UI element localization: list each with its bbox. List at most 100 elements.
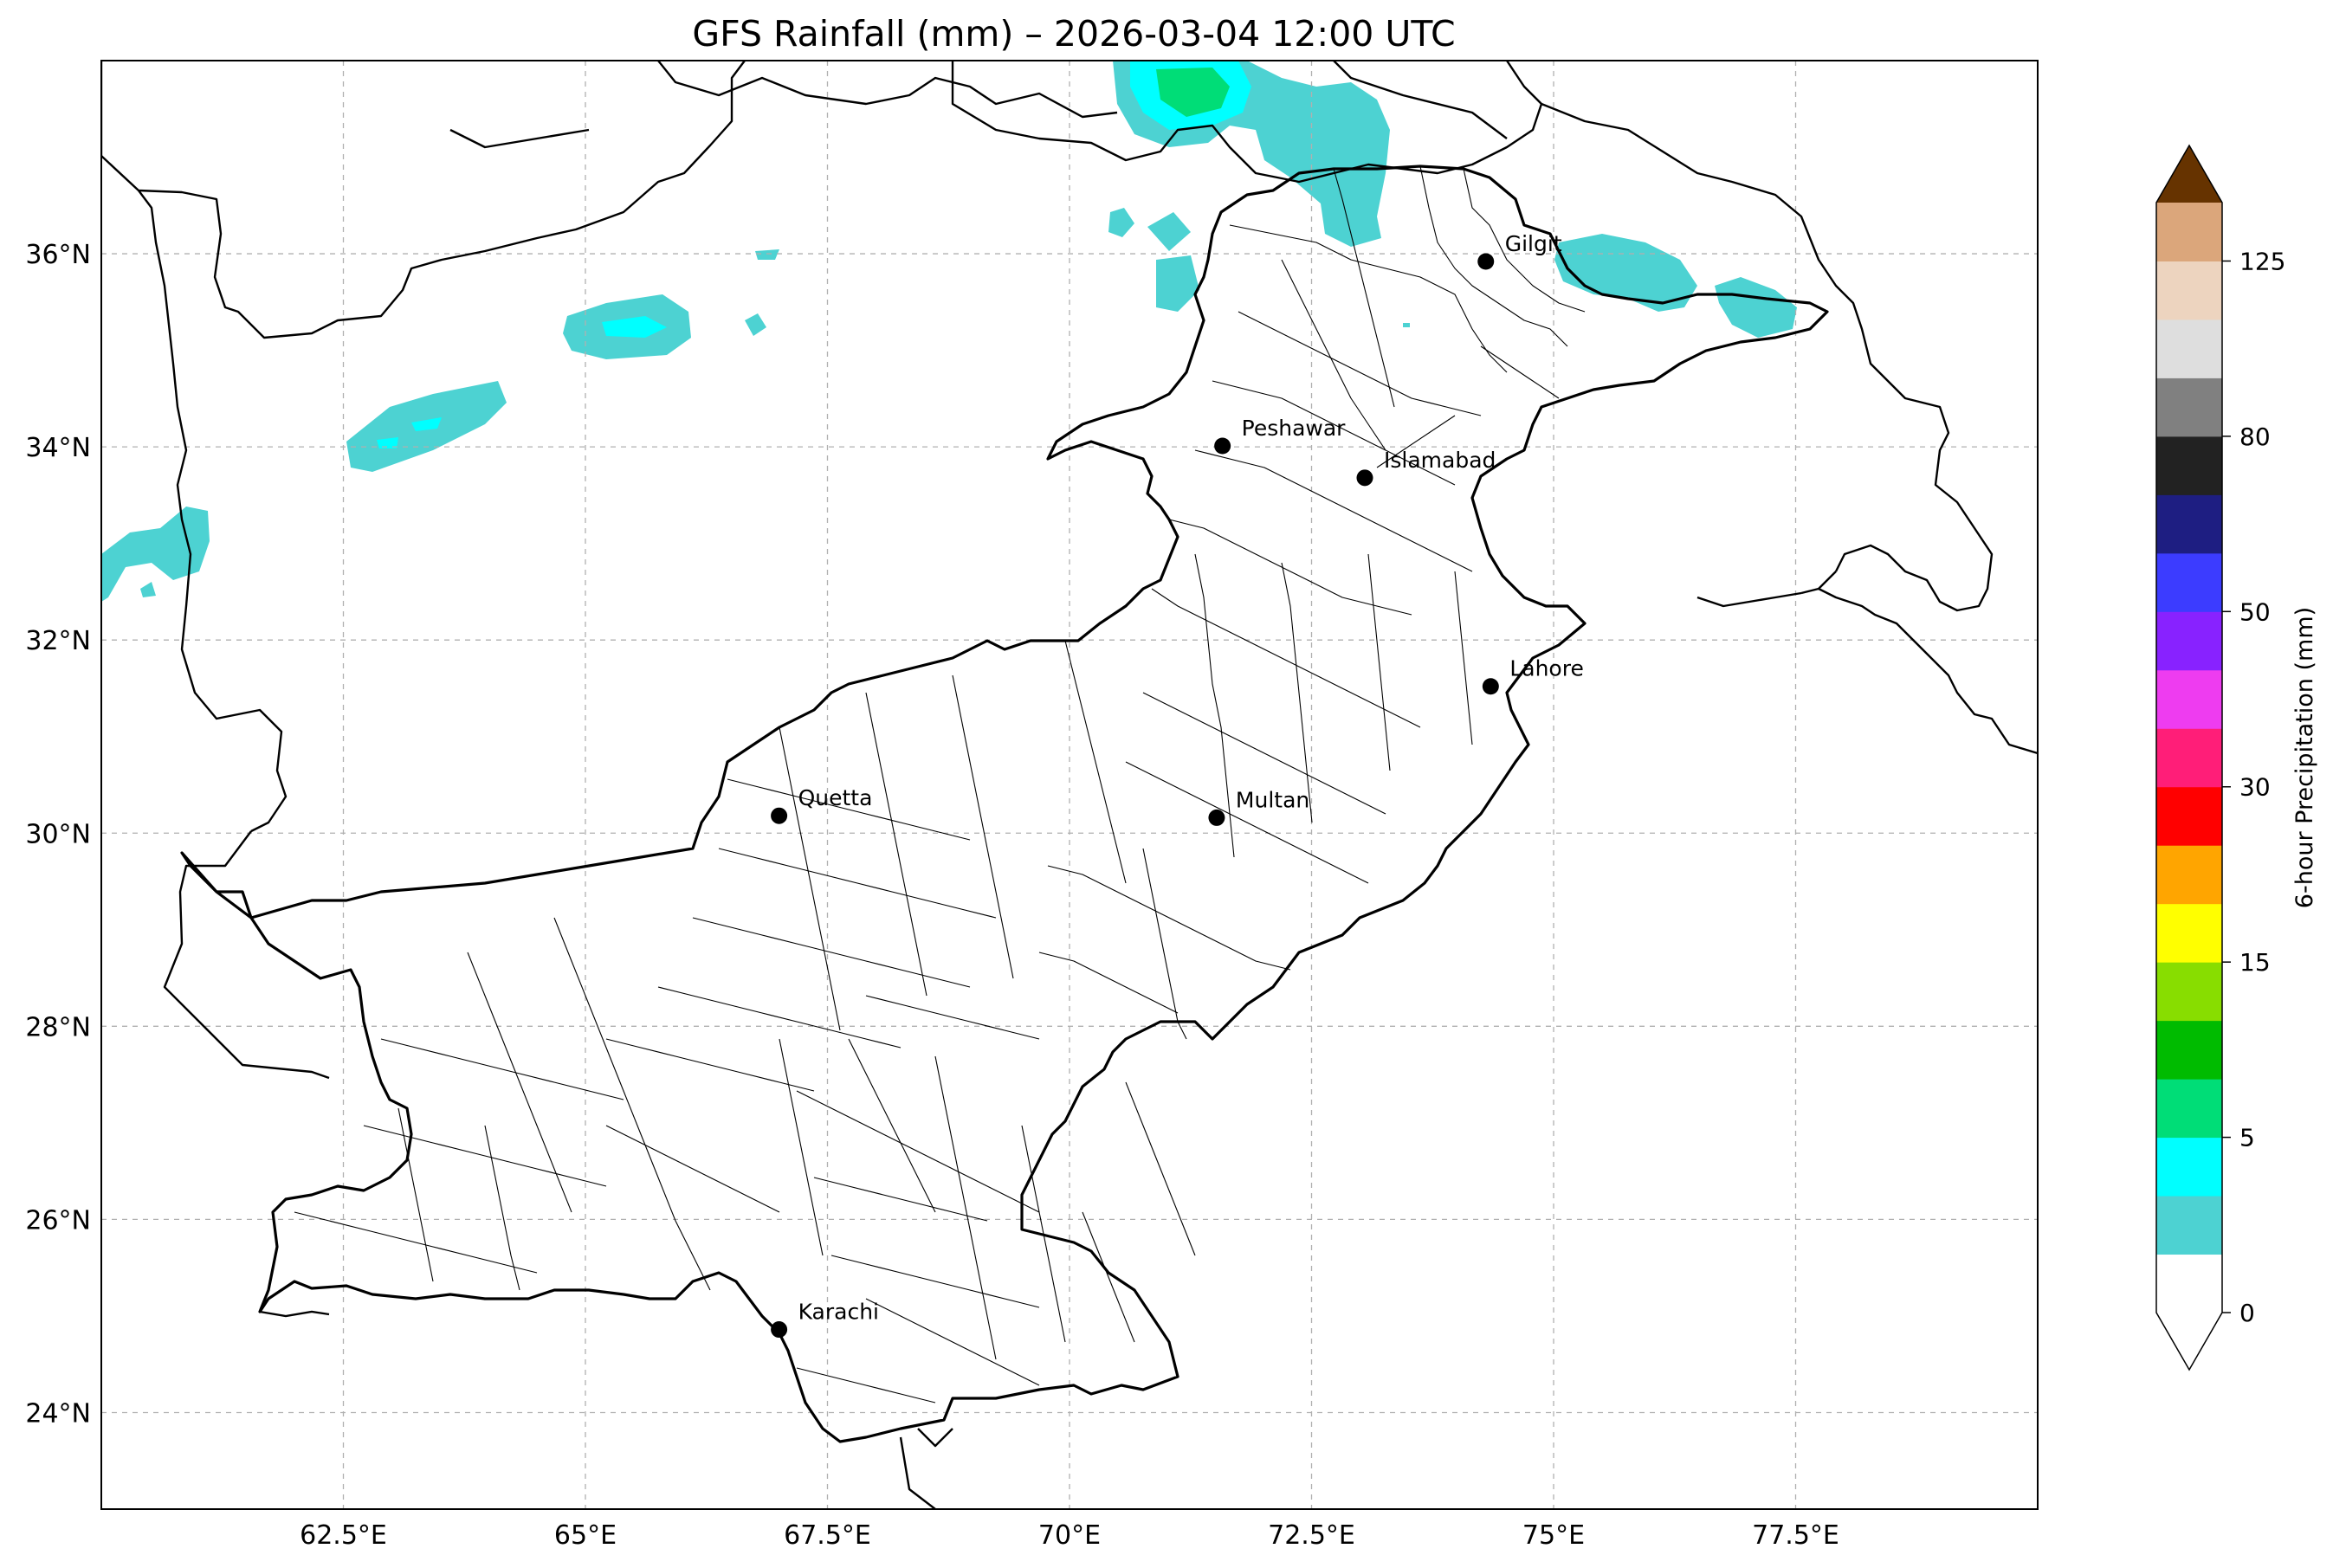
city-label: Quetta bbox=[798, 785, 873, 810]
rain-patch-far-west bbox=[101, 507, 210, 602]
lat-tick-label: 36°N bbox=[25, 240, 91, 270]
tajik-north bbox=[1333, 61, 1508, 139]
map-frame-background bbox=[101, 61, 2038, 1509]
lon-tick-label: 75°E bbox=[1522, 1520, 1585, 1551]
city-gilgit[interactable]: Gilgit bbox=[1477, 231, 1562, 270]
colorbar-cell bbox=[2156, 903, 2222, 963]
coastline-detail bbox=[259, 1310, 330, 1318]
latitude-tick-labels: 24°N 26°N 28°N 30°N 32°N 34°N 36°N bbox=[25, 240, 91, 1429]
rain-patch-tiny-2 bbox=[755, 249, 779, 260]
colorbar-tick-label: 80 bbox=[2239, 423, 2271, 451]
india-internal bbox=[1696, 591, 1802, 608]
turkmen-north bbox=[449, 128, 590, 149]
rain-patch-small-2 bbox=[1147, 212, 1191, 251]
rain-patch-northeast-2 bbox=[1715, 277, 1797, 338]
lon-tick-label: 67.5°E bbox=[784, 1520, 871, 1551]
rain-patch-tiny-1 bbox=[745, 313, 766, 336]
colorbar-cell bbox=[2156, 319, 2222, 378]
afghanistan-iran-border bbox=[101, 61, 746, 339]
city-marker-dot bbox=[1356, 469, 1373, 487]
rain-patch-center-north-core bbox=[602, 316, 667, 338]
lon-tick-label: 62.5°E bbox=[300, 1520, 387, 1551]
rain-patch-west-core-2 bbox=[377, 437, 398, 448]
colorbar-tick-labels: 0 5 15 30 50 80 125 bbox=[2222, 247, 2285, 1327]
colorbar-cell bbox=[2156, 552, 2222, 612]
colorbar-tick-label: 5 bbox=[2239, 1124, 2255, 1152]
map-frame bbox=[100, 60, 2039, 1510]
iran-border-south bbox=[163, 830, 330, 1080]
colorbar-cell bbox=[2156, 377, 2222, 437]
colorbar-extend-min-triangle bbox=[2156, 1313, 2222, 1370]
rain-patch-west-core-1 bbox=[411, 417, 442, 431]
rain-patch-tiny-3 bbox=[140, 582, 156, 597]
colorbar-cell bbox=[2156, 1254, 2222, 1313]
lon-tick-label: 72.5°E bbox=[1268, 1520, 1355, 1551]
precipitation-colorbar: 0 5 15 30 50 80 125 6-hour Precipitation (mm) bbox=[2155, 144, 2318, 1371]
city-label: Lahore bbox=[1509, 656, 1584, 681]
colorbar-cell bbox=[2156, 261, 2222, 320]
city-peshawar[interactable]: Peshawar bbox=[1214, 416, 1346, 455]
colorbar-tick-label: 0 bbox=[2239, 1299, 2255, 1327]
north-border bbox=[657, 61, 1118, 119]
sea-border bbox=[899, 1436, 936, 1509]
colorbar-cell bbox=[2156, 436, 2222, 495]
city-islamabad[interactable]: Islamabad bbox=[1356, 448, 1496, 487]
figure-title: GFS Rainfall (mm) – 2026-03-04 12:00 UTC bbox=[692, 13, 1455, 55]
colorbar-cells bbox=[2156, 203, 2222, 1313]
colorbar-tick-label: 125 bbox=[2239, 247, 2285, 275]
city-label: Multan bbox=[1236, 787, 1309, 812]
city-marker-dot bbox=[1477, 253, 1495, 270]
city-marker-dot bbox=[1214, 437, 1231, 455]
rain-patch-north-peak bbox=[1156, 68, 1230, 117]
lat-tick-label: 34°N bbox=[25, 433, 91, 463]
colorbar-cell bbox=[2156, 1137, 2222, 1197]
city-lahore[interactable]: Lahore bbox=[1482, 656, 1584, 695]
india-internal-2 bbox=[1818, 571, 1837, 590]
colorbar-cell bbox=[2156, 962, 2222, 1022]
pakistan-border bbox=[180, 165, 1829, 1443]
city-markers: Gilgit Peshawar Islamabad Lahore Quetta Multa… bbox=[771, 231, 1584, 1339]
rain-patch-small-1 bbox=[1108, 208, 1134, 237]
colorbar-cell bbox=[2156, 203, 2222, 261]
colorbar-tick-label: 30 bbox=[2239, 773, 2271, 802]
lat-tick-label: 30°N bbox=[25, 819, 91, 849]
colorbar-cell bbox=[2156, 1079, 2222, 1139]
colorbar-extend-max-triangle bbox=[2156, 145, 2222, 203]
colorbar-cell bbox=[2156, 1020, 2222, 1080]
lat-tick-label: 24°N bbox=[25, 1398, 91, 1429]
lat-tick-label: 26°N bbox=[25, 1205, 91, 1236]
rain-patch-dot bbox=[1403, 323, 1410, 327]
lat-tick-label: 28°N bbox=[25, 1012, 91, 1042]
colorbar-cell bbox=[2156, 786, 2222, 846]
longitude-tick-labels: 62.5°E 65°E 67.5°E 70°E 72.5°E 75°E 77.5°E bbox=[300, 1520, 1839, 1551]
city-label: Gilgit bbox=[1505, 231, 1562, 256]
china-india-border bbox=[1541, 102, 1994, 612]
map-panel[interactable]: 62.5°E 65°E 67.5°E 70°E 72.5°E 75°E 77.5°E 24°… bbox=[25, 60, 2039, 1551]
rain-patch-small-3 bbox=[1156, 255, 1199, 312]
colorbar-cell bbox=[2156, 611, 2222, 671]
india-border-east bbox=[1800, 587, 2038, 755]
sea-border-2 bbox=[917, 1428, 953, 1448]
colorbar-tick-label: 50 bbox=[2239, 597, 2271, 626]
city-label: Karachi bbox=[798, 1300, 879, 1325]
colorbar-cell bbox=[2156, 494, 2222, 554]
district-boundaries bbox=[294, 165, 1586, 1403]
city-multan[interactable]: Multan bbox=[1208, 787, 1309, 826]
city-karachi[interactable]: Karachi bbox=[771, 1300, 879, 1339]
colorbar-cell bbox=[2156, 1196, 2222, 1255]
colorbar-cell bbox=[2156, 845, 2222, 905]
iran-afghanistan-border bbox=[138, 190, 288, 833]
lon-tick-label: 77.5°E bbox=[1752, 1520, 1839, 1551]
city-label: Islamabad bbox=[1384, 448, 1496, 473]
city-quetta[interactable]: Quetta bbox=[771, 785, 872, 824]
colorbar-cell bbox=[2156, 728, 2222, 788]
city-marker-dot bbox=[771, 1321, 788, 1339]
lon-tick-label: 65°E bbox=[554, 1520, 617, 1551]
colorbar-cell bbox=[2156, 669, 2222, 729]
lon-tick-label: 70°E bbox=[1038, 1520, 1101, 1551]
city-label: Peshawar bbox=[1242, 416, 1347, 441]
neighbour-borders bbox=[101, 61, 2038, 1509]
city-marker-dot bbox=[1482, 678, 1499, 695]
city-marker-dot bbox=[1208, 809, 1225, 826]
